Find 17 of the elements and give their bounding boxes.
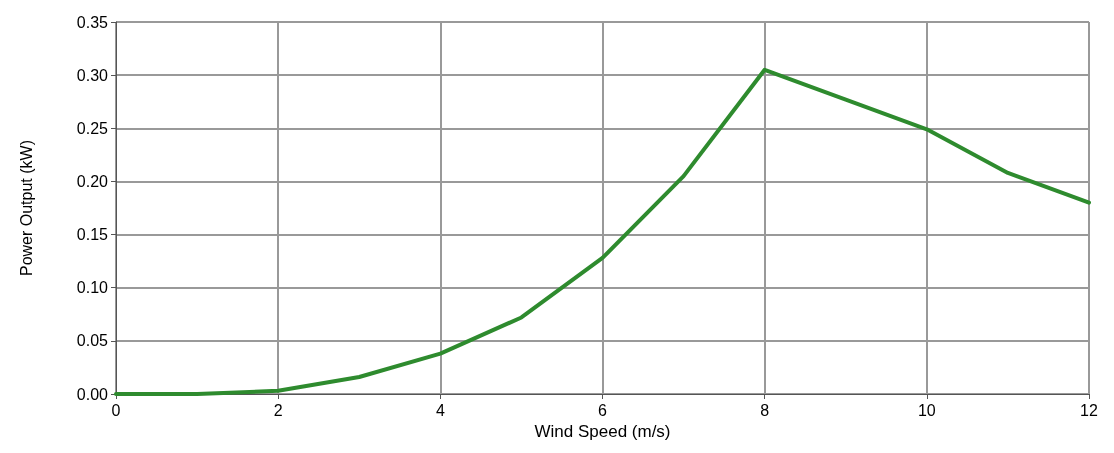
y-tick-label: 0.30 <box>76 66 109 84</box>
x-tick-label: 12 <box>1080 401 1098 419</box>
y-tick-label: 0.10 <box>76 279 109 297</box>
x-tick-label: 0 <box>111 401 121 419</box>
y-tick-label: 0.05 <box>76 332 109 350</box>
x-tick-label: 6 <box>598 401 608 419</box>
x-tick-label: 2 <box>273 401 283 419</box>
x-axis-title: Wind Speed (m/s) <box>534 421 671 441</box>
y-tick-label: 0.00 <box>76 385 109 403</box>
x-tick-label: 8 <box>760 401 770 419</box>
y-tick-label: 0.35 <box>76 13 109 31</box>
x-tick-label: 4 <box>435 401 445 419</box>
x-tick-label: 10 <box>917 401 936 419</box>
y-tick-label: 0.15 <box>76 226 109 244</box>
y-tick-label: 0.25 <box>76 119 109 137</box>
y-tick-label: 0.20 <box>76 172 109 190</box>
y-axis-title: Power Output (kW) <box>17 139 35 277</box>
